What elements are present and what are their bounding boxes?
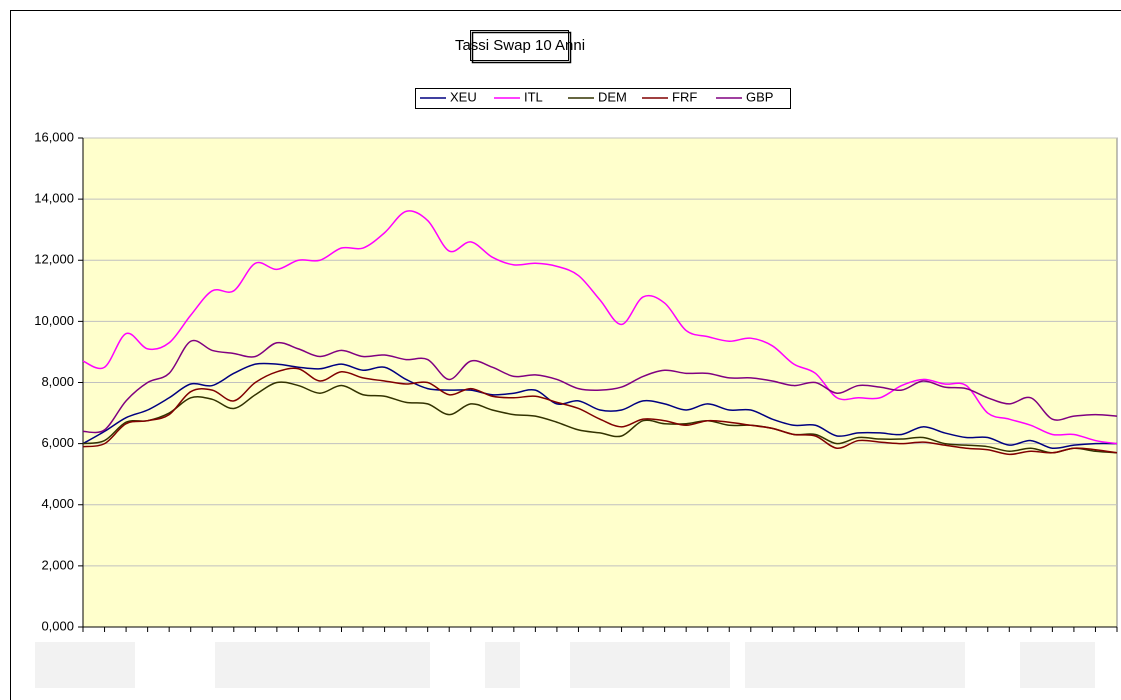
y-tick-label: 6,000 [41,435,74,450]
legend-box [415,88,791,109]
title-shadow [471,31,572,64]
series-line [82,339,1118,434]
y-tick-label: 4,000 [41,496,74,511]
y-tick-label: 8,000 [41,374,74,389]
legend-label: FRF [672,89,697,104]
series-line [82,362,1118,450]
y-tick-label: 16,000 [34,129,74,144]
y-tick-label: 2,000 [41,557,74,572]
y-tick-label: 14,000 [34,191,74,206]
y-tick-label: 10,000 [34,313,74,328]
legend-label: GBP [746,89,773,104]
y-tick-label: 12,000 [34,252,74,267]
series-line [82,381,1118,454]
chart-title: Tassi Swap 10 Anni [455,37,585,54]
legend-label: ITL [524,89,543,104]
legend-label: DEM [598,89,627,104]
y-tick-label: 0,000 [41,618,74,633]
series-line [82,367,1118,456]
title-box [470,30,569,61]
hidden-x-labels [35,642,1095,688]
series-line [82,210,1118,445]
legend-label: XEU [450,89,477,104]
